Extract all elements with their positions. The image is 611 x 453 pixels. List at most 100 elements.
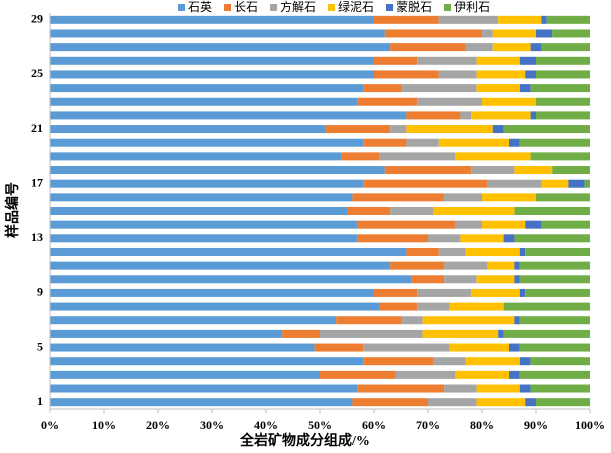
- y-tick-label: 13: [31, 230, 43, 244]
- bar-segment: [363, 84, 401, 93]
- bar-segment: [465, 43, 493, 52]
- bar-segment: [482, 193, 536, 202]
- bar-segment: [498, 15, 542, 24]
- bar-segment: [525, 220, 542, 229]
- bar-segment: [357, 234, 428, 243]
- bar-segment: [50, 56, 374, 65]
- bar-segment: [444, 384, 477, 393]
- x-axis-title: 全岩矿物成分组成/%: [239, 432, 370, 449]
- bar-segment: [471, 166, 515, 175]
- bar-segment: [525, 70, 536, 79]
- bar-segment: [374, 15, 439, 24]
- bar-segment: [492, 125, 504, 134]
- bar-segment: [401, 84, 477, 93]
- legend-swatch: [328, 4, 336, 11]
- bar-segment: [438, 70, 477, 79]
- bar-segment: [519, 384, 531, 393]
- bar-segment: [503, 329, 590, 338]
- bar-segment: [503, 234, 515, 243]
- bar-segment: [50, 193, 353, 202]
- bar-segment: [395, 370, 455, 379]
- bar-segment: [390, 43, 466, 52]
- bar-segment: [503, 302, 590, 311]
- bar-segment: [536, 70, 590, 79]
- bar-segment: [379, 152, 455, 161]
- bar-segment: [519, 370, 590, 379]
- x-tick-label: 0%: [41, 418, 59, 432]
- bar-segment: [492, 29, 536, 38]
- x-tick-label: 60%: [362, 418, 386, 432]
- bar-segment: [471, 288, 520, 297]
- bar-segment: [50, 234, 358, 243]
- bar-segment: [374, 288, 418, 297]
- bar-segment: [417, 56, 477, 65]
- bar-segment: [509, 138, 520, 147]
- bar-segment: [50, 166, 385, 175]
- bar-segment: [320, 370, 396, 379]
- bar-segment: [374, 70, 439, 79]
- legend-swatch: [224, 4, 232, 11]
- bar-segment: [519, 56, 536, 65]
- bar-segment: [536, 193, 590, 202]
- bar-segment: [530, 111, 536, 120]
- bar-segment: [514, 275, 520, 284]
- x-tick-label: 50%: [308, 418, 332, 432]
- y-tick-label: 17: [31, 175, 43, 189]
- bar-segment: [541, 179, 569, 188]
- bar-segment: [519, 84, 531, 93]
- bar-segment: [320, 329, 423, 338]
- bar-segment: [325, 125, 391, 134]
- legend-label: 长石: [234, 0, 258, 14]
- bar-segment: [536, 29, 553, 38]
- bar-segment: [460, 234, 504, 243]
- bar-segment: [487, 261, 515, 270]
- y-tick-label: 29: [31, 12, 43, 26]
- bar-segment: [455, 370, 509, 379]
- bar-segment: [433, 207, 515, 215]
- bar-segment: [406, 125, 493, 134]
- bar-segment: [50, 70, 374, 79]
- bar-segment: [401, 316, 423, 325]
- bar-segment: [50, 384, 358, 393]
- y-tick-label: 25: [31, 66, 43, 80]
- y-tick-label: 21: [31, 121, 43, 135]
- bar-segment: [514, 166, 553, 175]
- bar-segment: [357, 384, 445, 393]
- bar-segment: [406, 138, 439, 147]
- bar-segment: [525, 398, 536, 407]
- bar-segment: [336, 316, 401, 325]
- legend-label: 方解石: [280, 0, 316, 14]
- x-tick-label: 30%: [200, 418, 224, 432]
- bar-segment: [50, 152, 342, 161]
- bar-segment: [465, 247, 520, 256]
- bar-segment: [363, 343, 450, 352]
- bar-segment: [438, 247, 466, 256]
- bar-segment: [390, 125, 407, 134]
- y-tick-label: 5: [37, 339, 43, 353]
- bar-segment: [50, 288, 374, 297]
- bar-segment: [536, 398, 590, 407]
- bar-segment: [476, 56, 520, 65]
- x-tick-label: 20%: [146, 418, 170, 432]
- bar-segment: [584, 179, 590, 188]
- legend-label: 石英: [188, 0, 212, 14]
- bar-segment: [50, 97, 358, 106]
- bar-segment: [390, 207, 434, 215]
- bar-segment: [519, 261, 590, 270]
- bar-segment: [363, 179, 488, 188]
- bar-segment: [449, 302, 504, 311]
- bar-segment: [390, 261, 445, 270]
- x-tick-label: 100%: [575, 418, 605, 432]
- bar-segment: [433, 357, 466, 366]
- bar-segment: [352, 398, 428, 407]
- bar-segment: [411, 275, 445, 284]
- bar-segment: [384, 29, 482, 38]
- bar-segment: [444, 193, 482, 202]
- bar-segment: [50, 370, 320, 379]
- legend-label: 绿泥石: [338, 0, 374, 14]
- bar-segment: [525, 247, 590, 256]
- bar-segment: [482, 29, 493, 38]
- bar-segment: [341, 152, 380, 161]
- bar-segment: [514, 207, 590, 215]
